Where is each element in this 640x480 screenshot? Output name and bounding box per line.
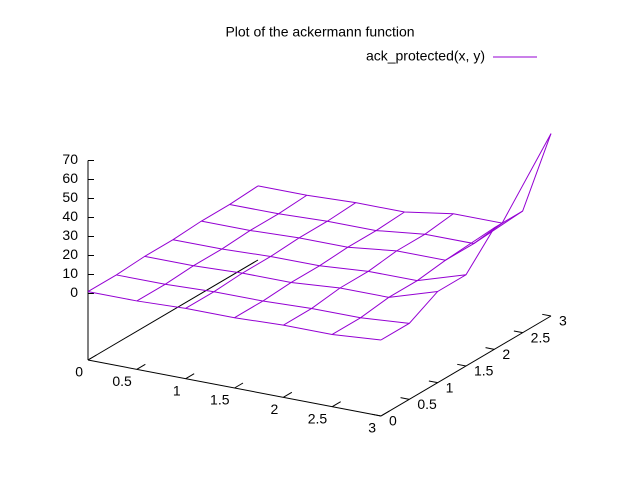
x-tick [283, 391, 293, 398]
x-tick-label: 3 [368, 420, 376, 436]
y-tick-label: 2 [502, 346, 510, 362]
surface-column [136, 194, 308, 302]
x-tick [234, 382, 244, 389]
y-tick-label: 1 [446, 379, 454, 395]
z-tick-label: 70 [62, 151, 78, 167]
y-tick [400, 397, 410, 400]
legend-label: ack_protected(x, y) [366, 48, 485, 64]
surface-column [283, 213, 454, 326]
y-tick-label: 3 [559, 313, 567, 329]
y-tick-label: 2.5 [531, 329, 551, 345]
y-tick-label: 1.5 [474, 363, 494, 379]
x-tick-label: 1.5 [210, 392, 230, 408]
z-tick-label: 0 [70, 284, 78, 300]
y-tick-label: 0 [389, 413, 397, 429]
x-tick-label: 1 [173, 382, 181, 398]
y-tick [372, 413, 382, 417]
z-tick-label: 30 [62, 227, 78, 243]
x-tick [87, 354, 97, 361]
chart-title: Plot of the ackermann function [225, 24, 414, 40]
z-tick-label: 40 [62, 208, 78, 224]
x-tick [380, 410, 390, 417]
z-tick-label: 10 [62, 265, 78, 281]
surface-column [234, 211, 405, 319]
x-tick-label: 0.5 [112, 373, 132, 389]
y-tick [428, 380, 438, 384]
x-tick [185, 373, 195, 380]
y-tick-label: 0.5 [417, 396, 437, 412]
y-tick [485, 347, 495, 350]
x-tick-label: 2.5 [308, 410, 328, 426]
x-tick-label: 2 [271, 401, 279, 417]
x-tick [136, 363, 146, 370]
x-tick [331, 401, 341, 408]
surface-column [331, 222, 503, 335]
z-tick-label: 50 [62, 189, 78, 205]
y-tick [513, 330, 523, 334]
x-tick-label: 0 [75, 364, 83, 380]
y-tick [457, 363, 467, 367]
y-tick [542, 313, 552, 317]
surface-column [185, 202, 356, 309]
surface-column [380, 133, 552, 341]
z-tick-label: 20 [62, 246, 78, 262]
surface-column [87, 185, 259, 293]
base-edge [87, 259, 259, 361]
z-tick-label: 60 [62, 170, 78, 186]
